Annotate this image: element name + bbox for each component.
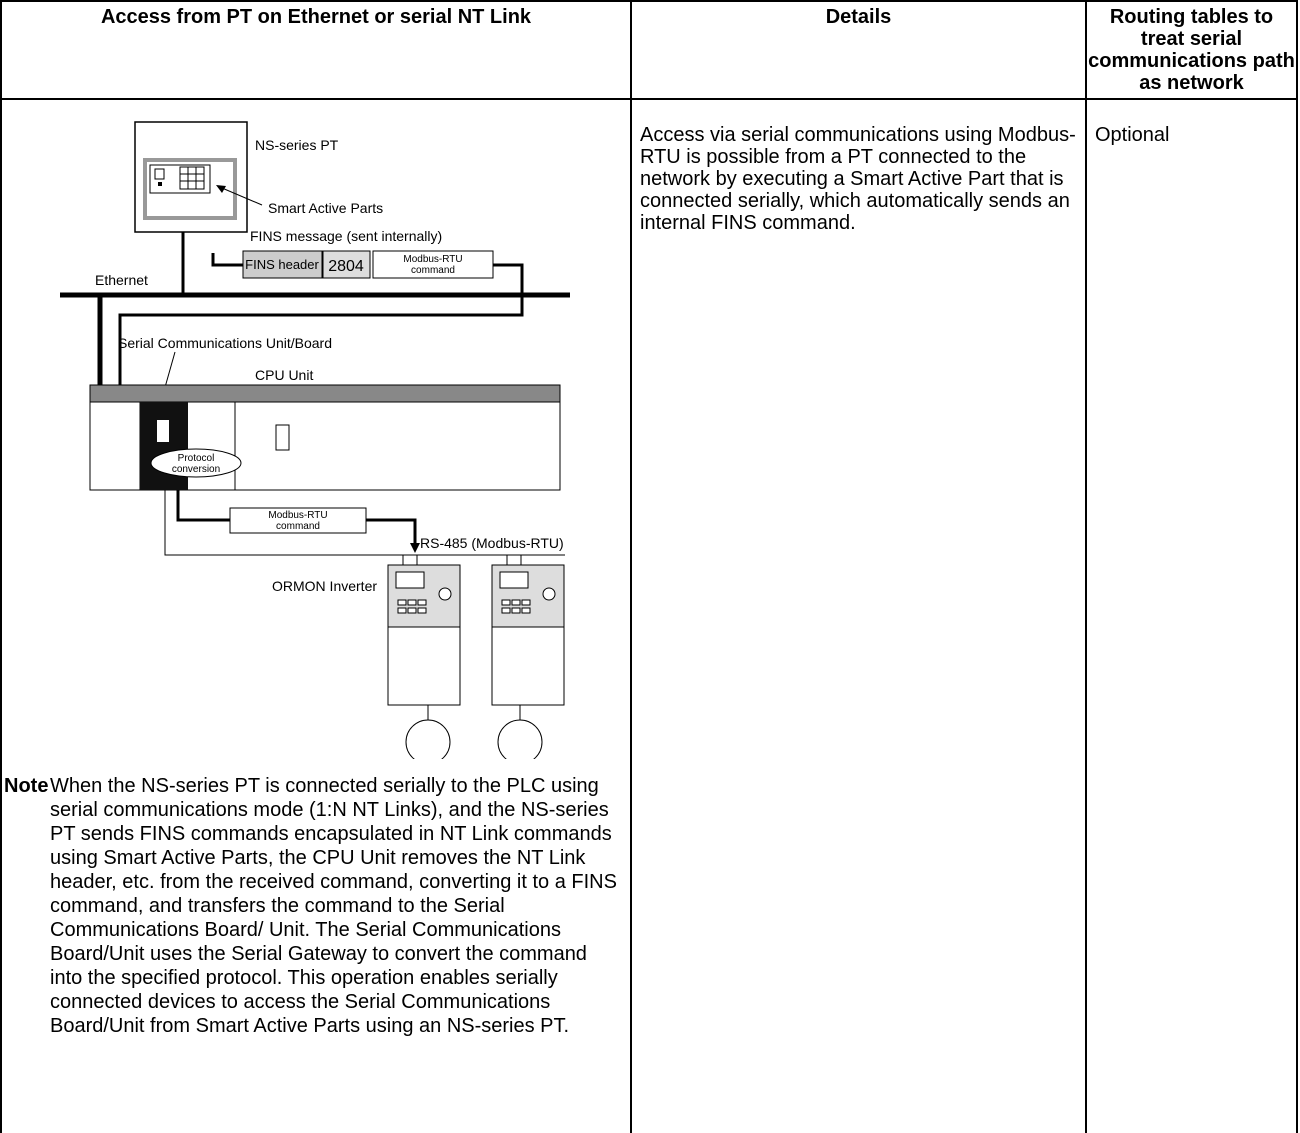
table-border xyxy=(0,0,2,1133)
label: RS-485 (Modbus-RTU) xyxy=(420,535,564,551)
diagram-shape xyxy=(157,420,169,442)
header-cell: Details xyxy=(825,6,892,28)
diagram-shape xyxy=(407,599,417,606)
diagram-shape xyxy=(521,599,531,606)
diagram-shape xyxy=(154,168,165,180)
diagram-shape xyxy=(501,607,511,614)
label: Modbus-RTU xyxy=(268,510,327,521)
diagram-shape xyxy=(501,599,511,606)
note-text: When the NS-series PT is connected seria… xyxy=(50,775,617,1037)
routing-cell: Optional xyxy=(1095,124,1170,146)
diagram-shape xyxy=(179,166,205,190)
diagram-shape xyxy=(397,607,407,614)
table-border xyxy=(630,0,632,1133)
diagram-shape xyxy=(407,607,417,614)
label: 2804 xyxy=(328,258,364,275)
diagram-shape xyxy=(511,599,521,606)
header-cell: Routing tables to treat serial communica… xyxy=(1088,6,1295,94)
diagram-shape xyxy=(438,587,452,601)
diagram-shape xyxy=(397,599,407,606)
diagram-shape xyxy=(221,187,263,206)
label: conversion xyxy=(172,464,220,475)
table-border xyxy=(1085,0,1087,1133)
diagram-shape xyxy=(322,250,371,279)
diagram-shape xyxy=(417,607,427,614)
label: Protocol xyxy=(178,453,215,464)
diagram-shape xyxy=(275,424,290,451)
label: CPU Unit xyxy=(255,367,313,383)
diagram-shape xyxy=(387,555,461,759)
diagram-shape xyxy=(499,571,529,589)
label: Smart Active Parts xyxy=(268,200,383,216)
label: Modbus-RTU xyxy=(403,254,462,265)
diagram-shape xyxy=(229,507,367,534)
header-cell: Access from PT on Ethernet or serial NT … xyxy=(100,6,532,28)
diagram-shape xyxy=(372,250,494,279)
diagram-shape xyxy=(521,607,531,614)
diagram-shape xyxy=(417,599,427,606)
diagram-shape xyxy=(242,250,323,279)
label: FINS message (sent internally) xyxy=(250,228,442,244)
diagram-shape xyxy=(211,253,243,267)
diagram-shape xyxy=(497,719,543,759)
label: Ethernet xyxy=(95,272,148,288)
table-border xyxy=(0,0,1298,2)
network-diagram: NS-series PT Smart Active Parts FINS mes… xyxy=(60,121,570,759)
diagram-shape xyxy=(395,571,425,589)
diagram-shape xyxy=(89,384,561,403)
diagram-shape xyxy=(511,607,521,614)
table-border xyxy=(0,98,1298,100)
label: NS-series PT xyxy=(255,137,339,153)
diagram-shape xyxy=(216,185,226,193)
diagram-shape xyxy=(491,555,565,759)
note-label: Note xyxy=(4,775,49,797)
details-cell: Access via serial communications using M… xyxy=(640,124,1076,234)
diagram-shape xyxy=(405,719,451,759)
diagram-shape xyxy=(164,490,565,556)
diagram-shape xyxy=(542,587,556,601)
label: command xyxy=(411,265,455,276)
label: ORMON Inverter xyxy=(272,578,377,594)
table-border xyxy=(1296,0,1298,1133)
label: Serial Communications Unit/Board xyxy=(118,335,332,351)
label: command xyxy=(276,521,320,532)
diagram-shape xyxy=(140,402,188,490)
label: FINS header xyxy=(245,257,319,272)
diagram-shape xyxy=(150,448,242,478)
diagram-shape xyxy=(158,182,162,186)
diagram-shape xyxy=(410,543,420,553)
